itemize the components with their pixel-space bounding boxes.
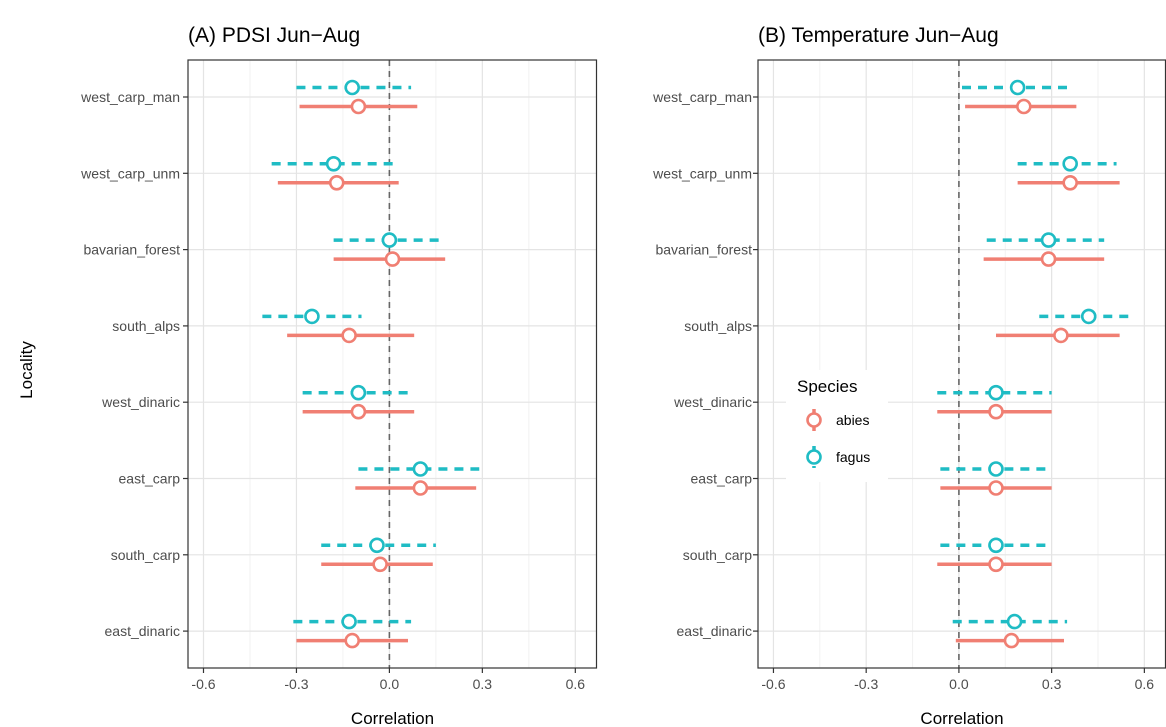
- point-fagus: [412, 461, 429, 477]
- x-tick-label: 0.3: [1042, 676, 1062, 692]
- y-tick-label: west_carp_unm: [80, 165, 180, 181]
- point-abies: [988, 556, 1004, 573]
- point-fagus: [341, 613, 357, 630]
- y-tick-label: east_dinaric: [677, 623, 753, 639]
- legend-label-abies: abies: [836, 412, 869, 428]
- y-tick-label: west_carp_man: [652, 89, 752, 105]
- point-abies: [350, 403, 367, 420]
- point-fagus: [304, 308, 320, 325]
- legend: Species abies fagus: [786, 370, 888, 482]
- point-fagus: [1080, 308, 1097, 325]
- panel-border: [187, 59, 598, 669]
- x-tick-label: -0.6: [761, 676, 785, 692]
- legend-key-fagus-point: [806, 449, 822, 465]
- point-abies: [350, 98, 367, 115]
- y-tick-label: south_alps: [684, 318, 752, 334]
- y-axis-title: Locality: [17, 341, 36, 399]
- point-abies: [384, 251, 401, 267]
- point-fagus: [988, 384, 1004, 401]
- x-axis-title: Correlation: [920, 709, 1003, 727]
- point-abies: [1053, 327, 1069, 344]
- y-tick-label: west_dinaric: [101, 394, 180, 410]
- point-abies: [1016, 98, 1032, 115]
- point-fagus: [1040, 232, 1057, 248]
- point-fagus: [1006, 613, 1023, 630]
- point-fagus: [381, 232, 398, 248]
- y-tick-label: south_carp: [111, 547, 180, 563]
- panel-a-title: (A) PDSI Jun−Aug: [188, 24, 360, 47]
- y-tick-label: bavarian_forest: [655, 242, 752, 258]
- plot-background: [188, 60, 597, 668]
- point-abies: [412, 480, 429, 496]
- y-tick-label: east_carp: [691, 471, 753, 487]
- x-tick-label: 0.0: [380, 676, 400, 692]
- point-fagus: [988, 461, 1004, 477]
- x-tick-label: 0.3: [473, 676, 493, 692]
- point-fagus: [369, 537, 385, 554]
- x-tick-label: -0.3: [854, 676, 878, 692]
- y-tick-label: west_carp_man: [80, 89, 180, 105]
- x-tick-label: -0.3: [284, 676, 308, 692]
- x-tick-label: 0.6: [1135, 676, 1155, 692]
- plot-background: [758, 60, 1166, 668]
- y-tick-label: west_dinaric: [673, 394, 752, 410]
- point-abies: [1003, 632, 1020, 649]
- point-fagus: [350, 384, 367, 401]
- point-fagus: [988, 537, 1004, 554]
- y-tick-label: east_carp: [119, 471, 181, 487]
- point-abies: [1040, 251, 1057, 267]
- y-tick-label: south_alps: [112, 318, 180, 334]
- legend-label-fagus: fagus: [836, 449, 870, 465]
- y-tick-label: bavarian_forest: [83, 242, 180, 258]
- x-tick-label: 0.0: [949, 676, 969, 692]
- legend-key-abies-point: [806, 412, 822, 428]
- x-axis-title: Correlation: [351, 709, 434, 727]
- point-abies: [344, 632, 361, 649]
- point-abies: [988, 480, 1004, 496]
- legend-background: [786, 370, 888, 482]
- point-abies: [1062, 175, 1078, 191]
- point-fagus: [1009, 79, 1026, 96]
- point-fagus: [325, 156, 342, 172]
- y-tick-label: west_carp_unm: [652, 165, 752, 181]
- panel-b-title: (B) Temperature Jun−Aug: [758, 24, 999, 47]
- point-fagus: [1062, 156, 1078, 172]
- legend-title: Species: [797, 377, 857, 396]
- point-abies: [341, 327, 357, 344]
- y-tick-label: south_carp: [683, 547, 752, 563]
- x-tick-label: -0.6: [191, 676, 215, 692]
- y-tick-label: east_dinaric: [105, 623, 181, 639]
- point-abies: [988, 403, 1004, 420]
- point-abies: [372, 556, 388, 573]
- panel-a-pdsi: (A) PDSI Jun−Aug west_carp_man west_carp_…: [80, 24, 598, 727]
- x-tick-label: 0.6: [566, 676, 586, 692]
- point-abies: [328, 175, 345, 191]
- point-fagus: [344, 79, 361, 96]
- panel-b-temperature: (B) Temperature Jun−Aug west_carp_manwes…: [652, 24, 1166, 727]
